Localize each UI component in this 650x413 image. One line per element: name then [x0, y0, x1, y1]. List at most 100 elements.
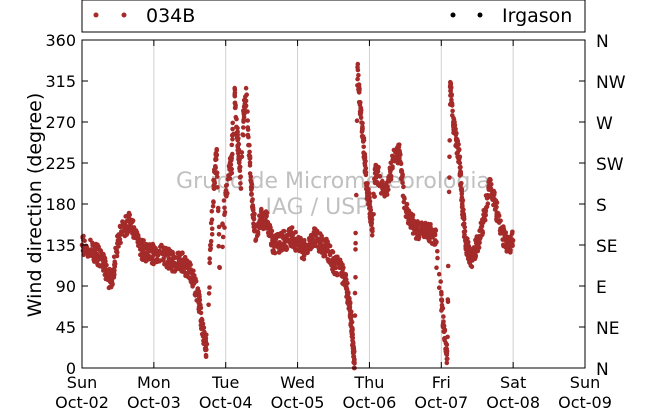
data-point-034b — [235, 143, 241, 148]
data-point-034b — [130, 231, 135, 236]
data-point-034b — [388, 160, 394, 166]
data-point-034b — [239, 150, 245, 155]
data-point-034b — [241, 97, 247, 103]
data-point-034b — [435, 249, 440, 254]
data-point-034b — [185, 258, 190, 264]
data-point-034b — [326, 249, 331, 254]
data-point-034b — [415, 236, 420, 241]
x-tick-label-date: Oct-09 — [558, 393, 612, 409]
data-point-034b — [487, 177, 492, 182]
x-tick-label-date: Oct-06 — [343, 393, 397, 409]
data-point-034b — [346, 302, 352, 307]
data-point-034b — [237, 164, 243, 170]
data-point-034b — [102, 256, 108, 261]
data-point-034b — [446, 189, 452, 195]
data-point-034b — [230, 120, 235, 126]
data-point-034b — [207, 260, 212, 266]
data-point-034b — [349, 319, 355, 325]
data-point-034b — [386, 187, 391, 192]
data-point-034b — [139, 256, 145, 262]
data-point-034b — [82, 247, 88, 252]
y-right-label: W — [596, 114, 613, 134]
y-tick-label: 180 — [45, 195, 76, 214]
data-point-034b — [464, 235, 469, 241]
data-point-034b — [208, 243, 213, 248]
data-point-034b — [243, 85, 249, 91]
data-point-034b — [207, 285, 212, 290]
data-point-034b — [253, 237, 259, 242]
data-point-034b — [116, 244, 121, 249]
data-point-034b — [224, 192, 229, 198]
data-point-034b — [375, 180, 380, 185]
data-point-034b — [330, 249, 335, 254]
data-point-034b — [319, 250, 325, 255]
x-tick-label-day: Tue — [211, 373, 239, 392]
y-right-label: NW — [596, 73, 626, 93]
data-point-034b — [400, 193, 406, 199]
y-right-label: E — [596, 278, 607, 298]
data-point-034b — [267, 230, 273, 236]
data-point-034b — [444, 351, 449, 357]
legend-label-034b: 034B — [146, 5, 195, 27]
data-point-034b — [436, 285, 442, 291]
data-point-034b — [222, 225, 227, 230]
data-point-034b — [216, 243, 221, 249]
data-point-034b — [161, 256, 166, 261]
data-point-034b — [344, 287, 350, 292]
data-point-034b — [209, 226, 215, 231]
data-point-034b — [400, 174, 405, 179]
data-point-034b — [356, 82, 362, 87]
data-point-034b — [117, 223, 123, 229]
data-point-034b — [207, 256, 212, 261]
data-point-034b — [416, 226, 421, 232]
data-point-034b — [351, 344, 356, 350]
data-point-034b — [199, 316, 205, 322]
data-point-034b — [449, 101, 455, 106]
data-point-034b — [234, 116, 239, 122]
data-point-034b — [104, 262, 109, 268]
data-point-034b — [238, 181, 243, 186]
data-point-034b — [249, 182, 255, 187]
data-point-034b — [247, 153, 253, 159]
data-point-034b — [334, 270, 339, 276]
data-point-034b — [214, 174, 220, 179]
data-point-034b — [352, 313, 358, 318]
data-point-034b — [392, 158, 397, 164]
data-point-034b — [197, 297, 203, 303]
data-point-034b — [457, 160, 463, 166]
data-point-034b — [477, 236, 483, 242]
data-point-034b — [349, 313, 354, 318]
data-point-034b — [145, 244, 151, 249]
data-point-034b — [110, 281, 115, 287]
data-point-034b — [492, 202, 498, 208]
data-point-034b — [462, 224, 468, 230]
data-point-034b — [460, 212, 465, 217]
data-point-034b — [436, 271, 442, 277]
data-point-034b — [229, 170, 235, 176]
data-point-034b — [363, 158, 368, 164]
data-point-034b — [434, 239, 439, 245]
data-point-034b — [128, 221, 133, 227]
data-point-034b — [97, 248, 103, 254]
data-point-034b — [169, 260, 175, 266]
data-point-034b — [213, 156, 219, 162]
data-point-034b — [200, 321, 206, 327]
data-point-034b — [316, 244, 322, 249]
data-point-034b — [243, 94, 248, 99]
y-tick-label: 0 — [66, 359, 76, 378]
data-point-034b — [273, 232, 279, 238]
data-point-034b — [338, 260, 344, 265]
data-point-034b — [439, 298, 445, 304]
data-point-034b — [204, 332, 209, 338]
data-point-034b — [209, 232, 215, 237]
data-point-034b — [229, 142, 235, 148]
data-point-034b — [367, 199, 373, 204]
data-point-034b — [157, 258, 162, 264]
data-point-034b — [325, 241, 330, 247]
data-point-034b — [454, 130, 459, 136]
data-point-034b — [271, 241, 277, 247]
data-point-034b — [489, 182, 494, 187]
data-point-034b — [423, 228, 428, 234]
data-point-034b — [272, 250, 278, 256]
data-point-034b — [221, 198, 227, 203]
